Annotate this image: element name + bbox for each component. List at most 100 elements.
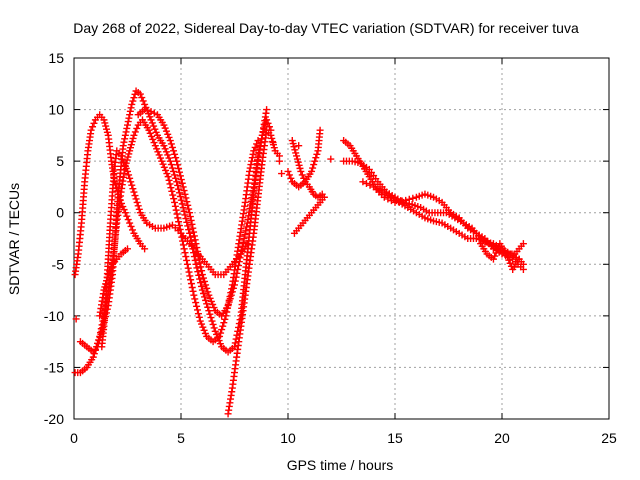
data-point-track-d xyxy=(125,171,133,179)
data-point-track-c xyxy=(121,131,129,139)
data-point-track-g xyxy=(270,144,278,152)
data-point-track-f xyxy=(202,281,210,289)
data-point-track-c xyxy=(185,226,193,234)
data-point-track-b xyxy=(166,180,174,188)
data-point-track-f xyxy=(190,232,198,240)
axis-ticks: 0 5 10 15 20 25 15 10 5 0 -5 -10 -15 -20 xyxy=(44,50,617,446)
data-point-track-b xyxy=(183,256,191,264)
data-point-track-b xyxy=(126,147,134,155)
data-point-track-b xyxy=(150,139,158,147)
data-point-track-b xyxy=(153,145,161,153)
data-point-track-n xyxy=(515,255,523,263)
data-point-track-b xyxy=(147,132,155,140)
data-point-track-f xyxy=(179,183,187,191)
data-point-track-j xyxy=(313,150,321,158)
data-point-track-b xyxy=(179,241,187,249)
data-point-track-f xyxy=(237,250,245,258)
data-point-track-h xyxy=(294,158,302,166)
data-point-track-d xyxy=(117,152,125,160)
data-point-track-m xyxy=(402,196,410,204)
data-point-track-c xyxy=(138,94,146,102)
data-point-track-m xyxy=(362,179,370,187)
data-point-isolated xyxy=(72,315,80,323)
data-point-isolated xyxy=(275,157,283,165)
data-point-track-b xyxy=(90,350,98,358)
data-point-track-f xyxy=(243,223,251,231)
data-point-track-b xyxy=(190,291,198,299)
data-point-track-b xyxy=(199,323,207,331)
data-point-track-f xyxy=(198,267,206,275)
data-point-track-f xyxy=(241,231,249,239)
data-point-track-d xyxy=(126,174,134,182)
data-point-track-f xyxy=(173,157,181,165)
data-point-track-b xyxy=(173,210,181,218)
data-point-track-d xyxy=(118,155,126,163)
data-point-track-c xyxy=(181,211,189,219)
data-point-track-f xyxy=(197,263,205,271)
data-point-track-b xyxy=(162,166,170,174)
data-point-track-c xyxy=(210,324,218,332)
data-point-track-b xyxy=(186,272,194,280)
data-point-track-d xyxy=(130,188,138,196)
data-point-track-n xyxy=(492,249,500,257)
data-point-track-f xyxy=(205,291,213,299)
data-point-track-f xyxy=(189,224,197,232)
data-point-track-f xyxy=(231,281,238,289)
data-point-track-b xyxy=(158,157,166,165)
data-point-track-f xyxy=(167,140,175,148)
data-point-track-f xyxy=(190,228,198,236)
data-point-track-a xyxy=(103,128,111,136)
data-point-track-f xyxy=(181,190,189,198)
data-point-track-d xyxy=(135,205,143,213)
data-point-track-g xyxy=(268,134,276,142)
data-point-track-b xyxy=(251,143,259,151)
data-point-track-b xyxy=(194,310,202,318)
y-tick-label: 15 xyxy=(48,50,64,66)
data-point-track-c xyxy=(119,142,127,150)
data-point-track-f xyxy=(195,255,203,263)
data-point-track-j xyxy=(287,174,295,182)
data-point-track-n xyxy=(489,255,497,263)
data-point-track-f xyxy=(227,291,235,299)
data-point-track-m xyxy=(409,194,417,202)
data-point-track-b xyxy=(164,173,172,181)
y-tick-label: -15 xyxy=(44,359,64,375)
data-point-track-a xyxy=(127,222,135,230)
data-point-track-a xyxy=(90,119,98,127)
data-point-track-f xyxy=(177,176,185,184)
data-point-track-b xyxy=(248,157,256,165)
data-point-track-d xyxy=(124,167,131,175)
data-point-track-f xyxy=(239,242,247,250)
data-point-track-c xyxy=(206,310,214,318)
chart-title: Day 268 of 2022, Sidereal Day-to-day VTE… xyxy=(73,20,579,36)
data-point-track-c xyxy=(124,121,131,129)
data-point-track-f xyxy=(191,236,199,244)
data-point-track-c xyxy=(175,185,183,193)
data-point-track-c xyxy=(205,307,213,315)
data-point-track-b xyxy=(175,222,183,230)
data-point-track-b xyxy=(221,315,229,323)
y-tick-label: -20 xyxy=(44,411,64,427)
data-point-track-b xyxy=(183,260,191,268)
data-point-track-b xyxy=(126,144,134,152)
x-tick-label: 20 xyxy=(494,430,510,446)
data-point-track-n xyxy=(504,253,512,261)
data-point-track-b xyxy=(178,233,186,241)
data-point-track-c xyxy=(160,142,168,150)
data-point-track-b xyxy=(217,329,225,337)
data-point-track-e xyxy=(102,280,110,288)
data-point-track-b xyxy=(151,142,159,150)
data-point-track-c xyxy=(213,330,221,338)
data-point-track-c xyxy=(177,196,185,204)
data-point-track-g xyxy=(267,131,275,139)
data-point-track-e xyxy=(100,286,108,294)
data-point-track-f xyxy=(229,284,237,292)
data-point-track-b xyxy=(219,322,227,330)
data-point-track-b xyxy=(149,135,157,143)
data-point-track-c xyxy=(123,124,131,132)
data-point-track-c xyxy=(176,193,184,201)
data-point-track-a xyxy=(126,219,134,227)
data-point-track-c xyxy=(139,97,147,105)
data-point-track-f xyxy=(144,107,152,115)
